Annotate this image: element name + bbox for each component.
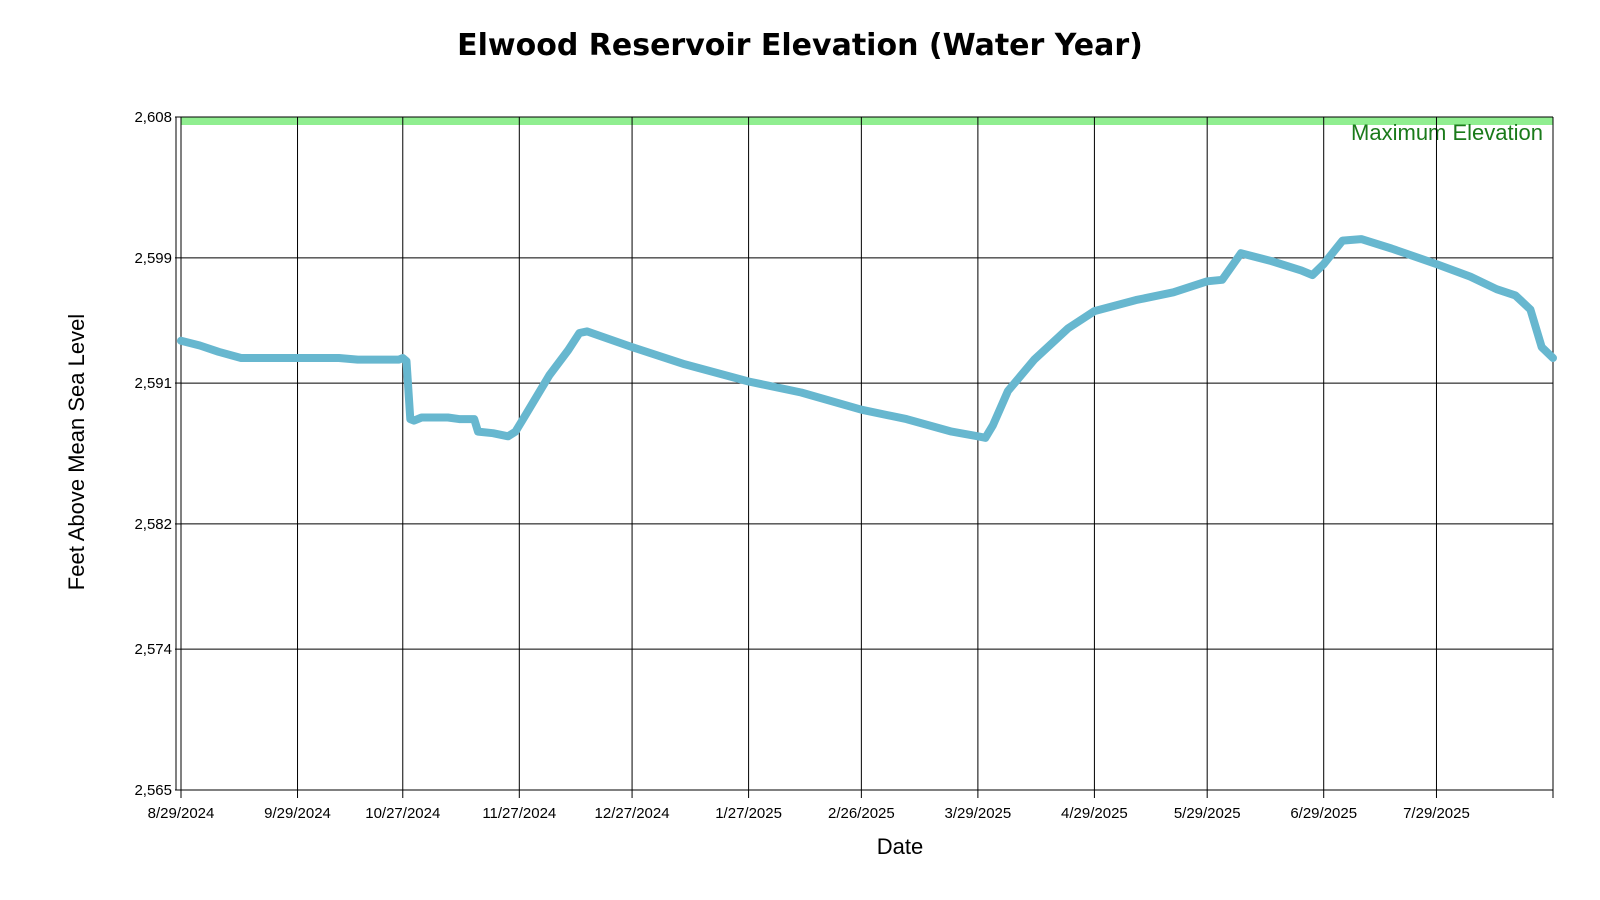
x-tick-label: 11/27/2024 [482, 805, 556, 822]
y-tick-label: 2,608 [134, 109, 172, 126]
y-tick-label: 2,599 [134, 250, 172, 267]
x-tick-label: 2/26/2025 [828, 805, 895, 822]
y-tick-label: 2,574 [134, 641, 172, 658]
y-tick-label: 2,591 [134, 375, 172, 392]
x-axis-label: Date [876, 834, 924, 859]
chart-title: Elwood Reservoir Elevation (Water Year) [457, 28, 1143, 63]
elevation-series-line [177, 235, 1557, 442]
x-tick-label: 4/29/2025 [1061, 805, 1128, 822]
y-tick-label: 2,565 [134, 782, 172, 799]
x-tick-label: 3/29/2025 [945, 805, 1012, 822]
x-tick-label: 1/27/2025 [715, 805, 782, 822]
x-tick-label: 6/29/2025 [1290, 805, 1357, 822]
x-tick-label: 9/29/2024 [264, 805, 331, 822]
x-tick-label: 7/29/2025 [1403, 805, 1470, 822]
x-tick-label: 5/29/2025 [1174, 805, 1241, 822]
x-tick-label: 8/29/2024 [148, 805, 215, 822]
max-elevation-label: Maximum Elevation [1351, 120, 1543, 145]
x-tick-label: 10/27/2024 [365, 805, 440, 822]
y-tick-label: 2,582 [134, 516, 172, 533]
max-elevation-band [181, 117, 1553, 125]
x-tick-label: 12/27/2024 [595, 805, 670, 822]
y-axis-label: Feet Above Mean Sea Level [64, 313, 89, 591]
